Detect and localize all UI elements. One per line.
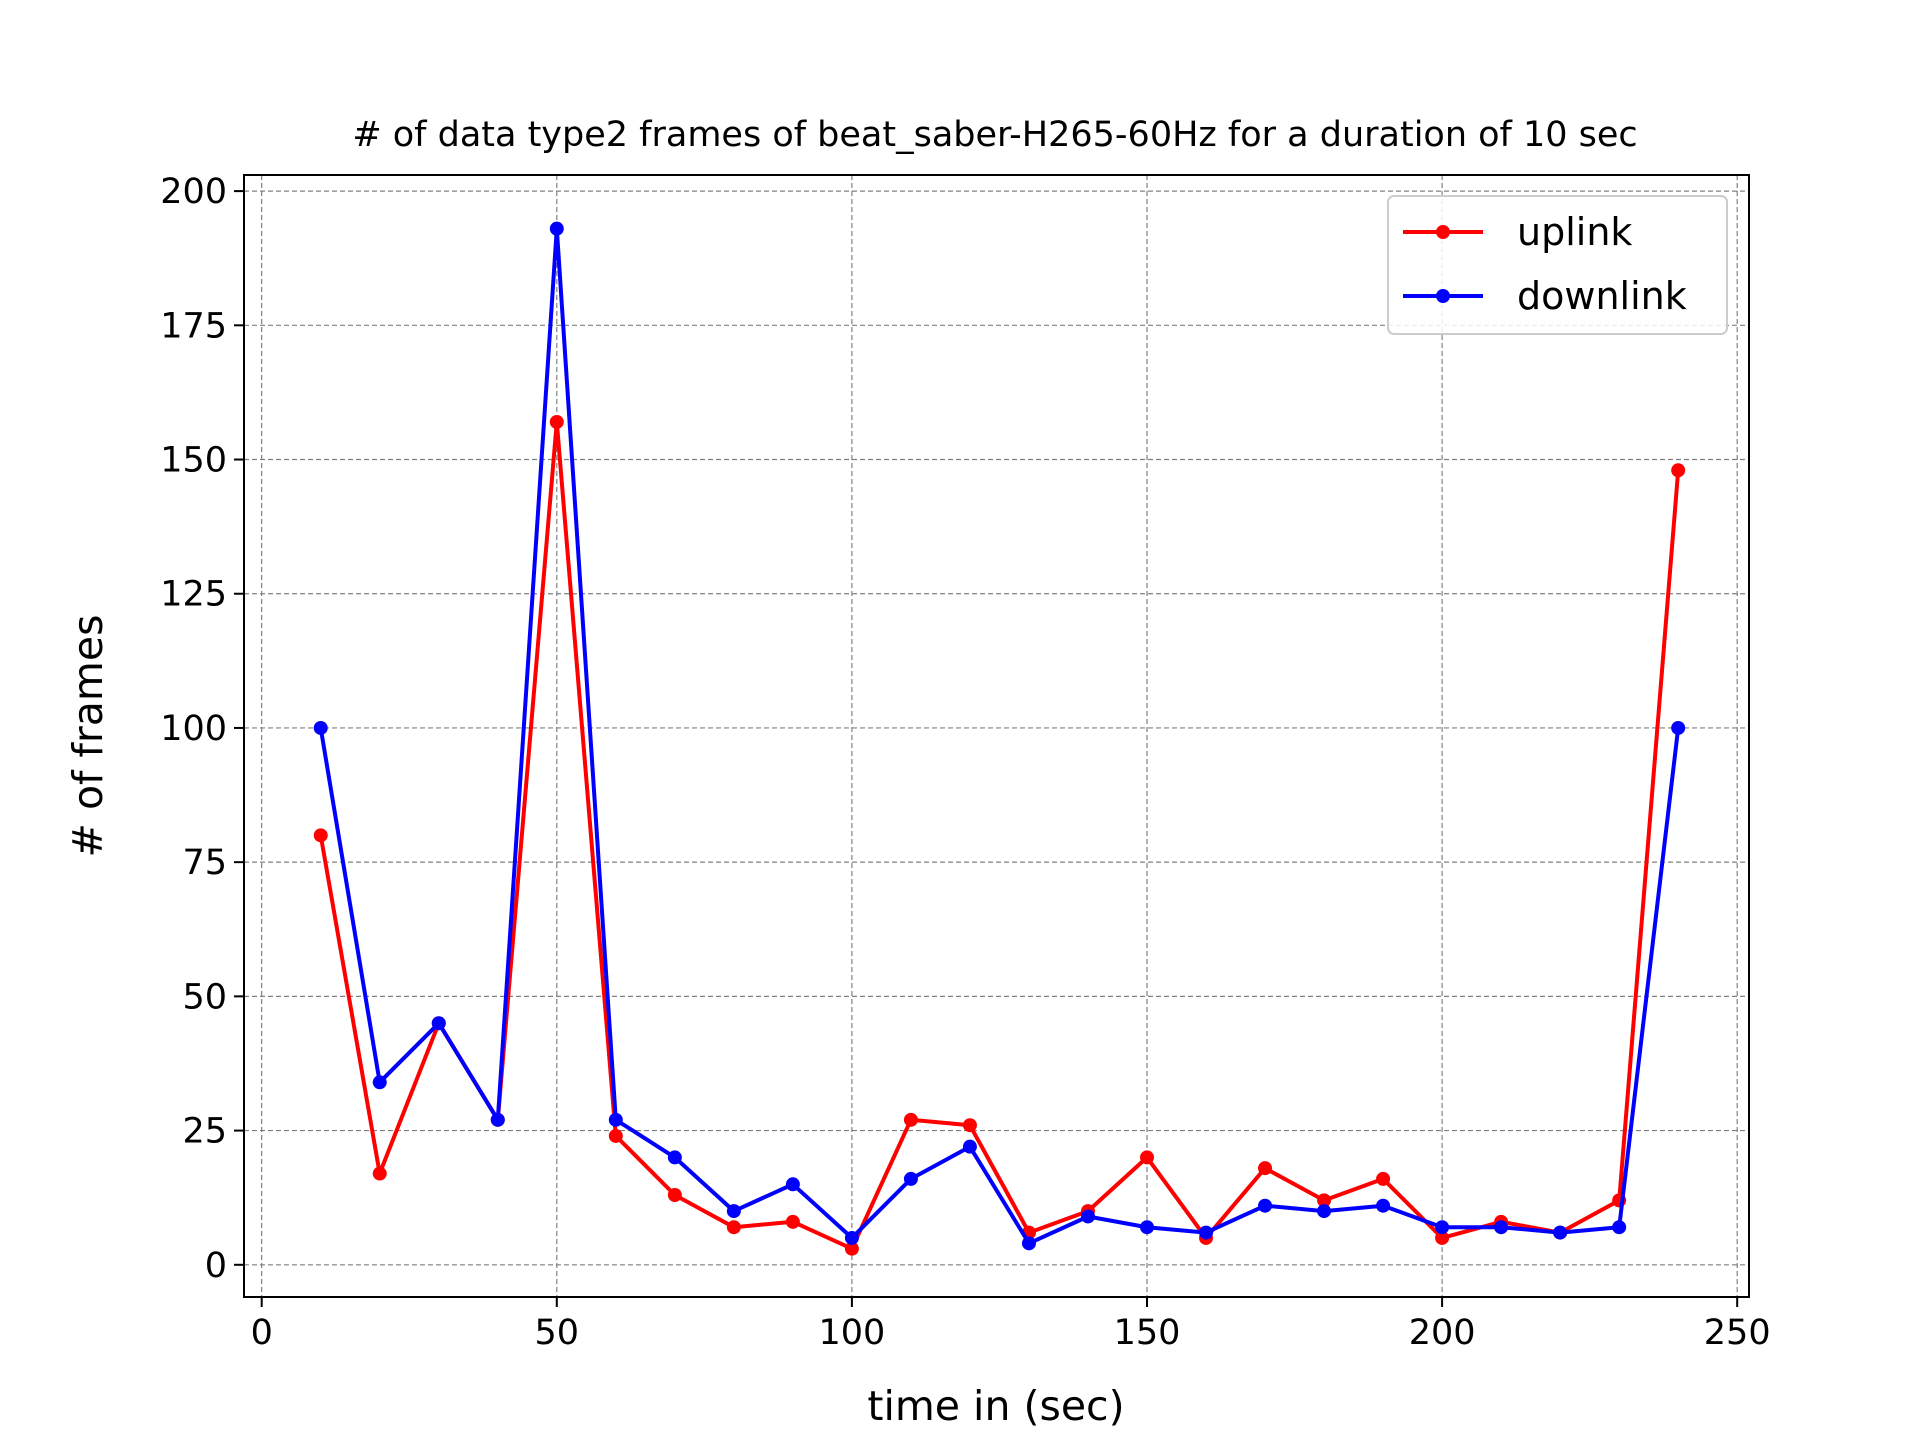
y-axis-label: # of frames bbox=[64, 615, 112, 858]
x-tick-label: 250 bbox=[1704, 1313, 1771, 1353]
data-point-uplink bbox=[1376, 1171, 1391, 1186]
data-point-uplink bbox=[1435, 1230, 1450, 1245]
data-point-uplink bbox=[1671, 463, 1686, 478]
data-point-downlink bbox=[1553, 1225, 1568, 1240]
data-point-uplink bbox=[313, 828, 328, 843]
y-tick-label: 125 bbox=[160, 575, 227, 615]
data-point-downlink bbox=[726, 1204, 741, 1219]
series-line-downlink bbox=[318, 226, 1681, 1246]
data-point-downlink bbox=[667, 1150, 682, 1165]
data-point-downlink bbox=[1317, 1204, 1332, 1219]
data-point-uplink bbox=[903, 1112, 918, 1127]
legend-label-uplink: uplink bbox=[1517, 210, 1632, 254]
data-point-uplink bbox=[667, 1188, 682, 1202]
data-point-uplink bbox=[962, 1118, 977, 1133]
legend-marker-downlink bbox=[1436, 289, 1450, 303]
x-tick-label: 150 bbox=[1114, 1313, 1181, 1353]
legend: uplink downlink bbox=[1387, 195, 1728, 335]
grid-lines bbox=[244, 175, 1749, 1297]
data-point-downlink bbox=[785, 1177, 800, 1192]
axis-ticks: 0 50 100 150 200 250 0 25 50 75 100 125 150 175 200 bbox=[160, 172, 1770, 1353]
series-layer bbox=[313, 221, 1686, 1256]
x-tick-label: 200 bbox=[1409, 1313, 1476, 1353]
x-tick-label: 100 bbox=[818, 1313, 885, 1353]
x-tick-label: 0 bbox=[251, 1313, 273, 1353]
data-point-uplink bbox=[1317, 1193, 1332, 1208]
data-point-downlink bbox=[1435, 1220, 1450, 1235]
data-point-downlink bbox=[490, 1112, 505, 1127]
data-point-downlink bbox=[962, 1139, 977, 1154]
data-point-downlink bbox=[1612, 1220, 1627, 1235]
data-point-downlink bbox=[1494, 1220, 1509, 1235]
series-line-uplink bbox=[318, 419, 1681, 1251]
y-tick-label: 100 bbox=[160, 709, 227, 749]
data-point-uplink bbox=[785, 1214, 800, 1229]
y-tick-label: 25 bbox=[182, 1112, 227, 1152]
y-tick-label: 75 bbox=[182, 843, 227, 883]
data-point-downlink bbox=[1376, 1198, 1391, 1213]
y-tick-label: 200 bbox=[160, 172, 227, 212]
data-point-downlink bbox=[549, 221, 564, 236]
data-point-downlink bbox=[608, 1112, 623, 1127]
legend-label-downlink: downlink bbox=[1517, 274, 1687, 318]
chart-title: # of data type2 frames of beat_saber-H26… bbox=[352, 115, 1637, 155]
data-point-downlink bbox=[1140, 1220, 1154, 1235]
data-point-downlink bbox=[903, 1171, 918, 1186]
data-point-downlink bbox=[1671, 720, 1686, 735]
data-point-downlink bbox=[1199, 1225, 1214, 1240]
data-point-uplink bbox=[549, 414, 564, 429]
data-point-uplink bbox=[844, 1241, 859, 1256]
y-tick-label: 0 bbox=[205, 1246, 227, 1286]
data-point-uplink bbox=[608, 1128, 623, 1143]
series-downlink bbox=[313, 221, 1686, 1251]
data-point-downlink bbox=[1080, 1209, 1095, 1224]
plot-frame bbox=[243, 174, 1750, 1298]
y-tick-label: 175 bbox=[160, 306, 227, 346]
data-point-downlink bbox=[844, 1230, 859, 1245]
x-tick-label: 50 bbox=[535, 1313, 580, 1353]
data-point-downlink bbox=[313, 720, 328, 735]
data-point-downlink bbox=[372, 1075, 387, 1090]
data-point-uplink bbox=[726, 1220, 741, 1235]
legend-marker-uplink bbox=[1436, 225, 1450, 239]
data-point-uplink bbox=[1140, 1150, 1154, 1165]
y-tick-label: 50 bbox=[182, 977, 227, 1017]
data-point-uplink bbox=[1258, 1161, 1273, 1176]
y-tick-label: 150 bbox=[160, 441, 227, 481]
data-point-downlink bbox=[1258, 1198, 1273, 1213]
data-point-uplink bbox=[372, 1166, 387, 1181]
data-point-downlink bbox=[431, 1016, 446, 1031]
x-axis-label: time in (sec) bbox=[867, 1382, 1124, 1430]
data-point-downlink bbox=[1021, 1236, 1036, 1251]
